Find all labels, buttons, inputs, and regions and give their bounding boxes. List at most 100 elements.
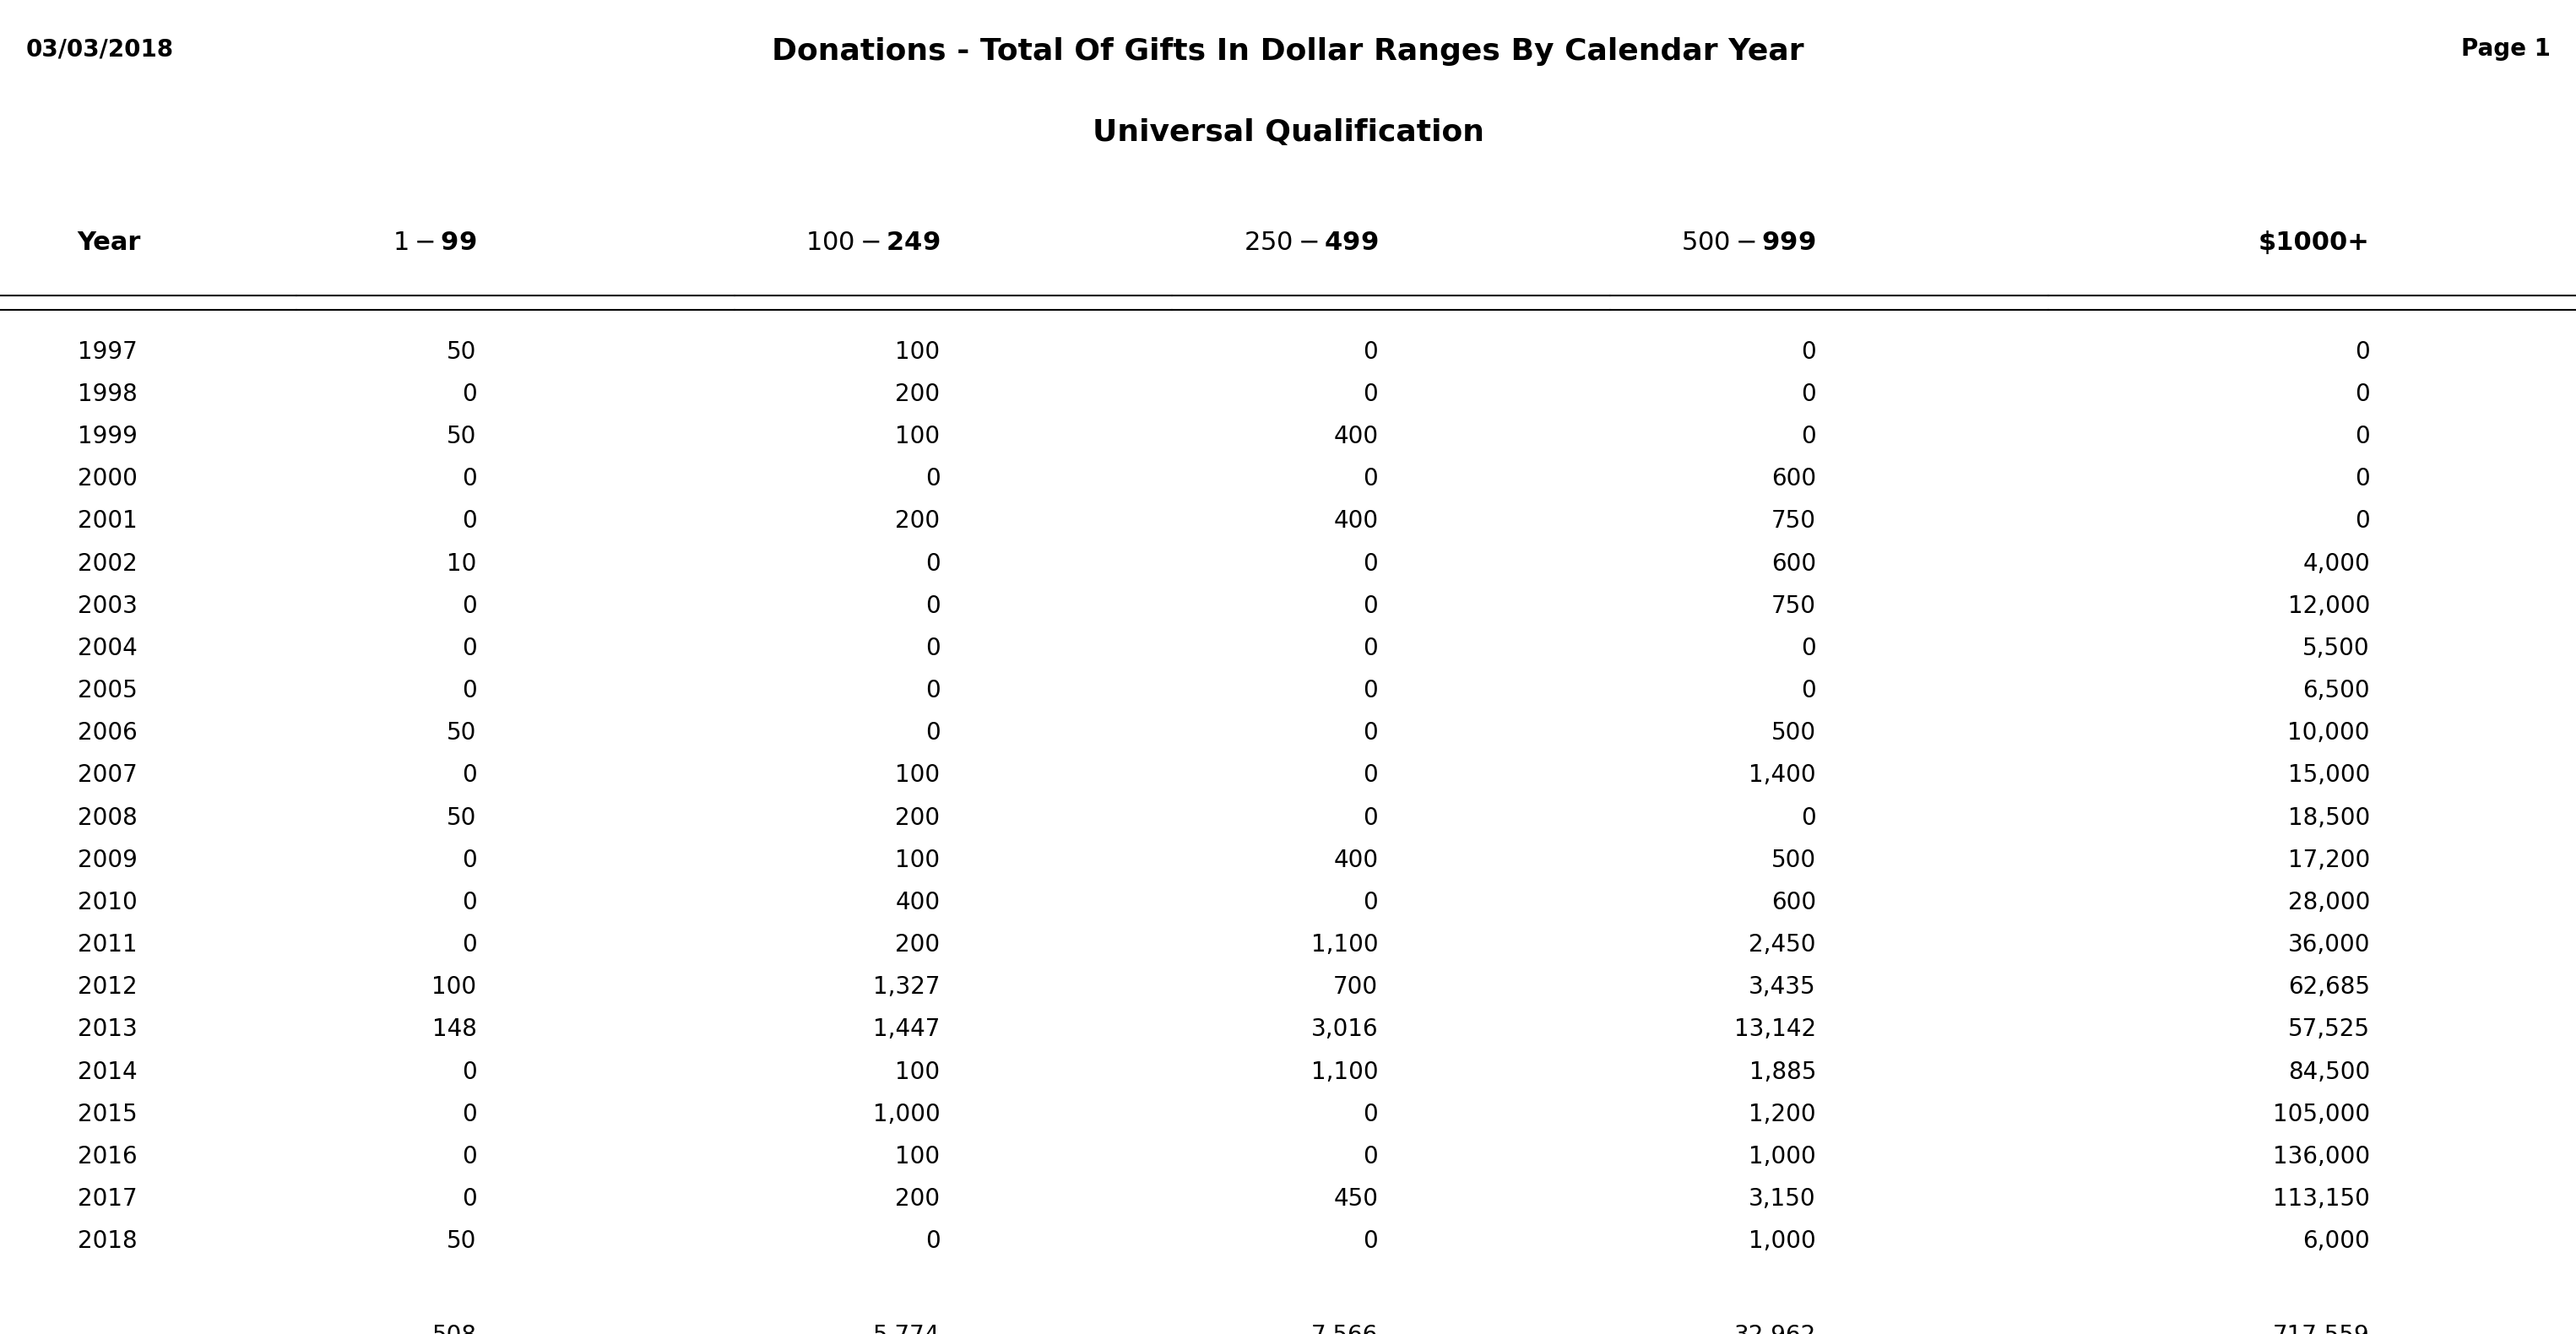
Text: 0: 0 <box>1801 383 1816 406</box>
Text: 1,200: 1,200 <box>1749 1102 1816 1126</box>
Text: 100: 100 <box>896 763 940 787</box>
Text: 0: 0 <box>925 467 940 491</box>
Text: 1,000: 1,000 <box>873 1102 940 1126</box>
Text: 2001: 2001 <box>77 510 137 534</box>
Text: 2012: 2012 <box>77 975 137 999</box>
Text: Donations - Total Of Gifts In Dollar Ranges By Calendar Year: Donations - Total Of Gifts In Dollar Ran… <box>773 37 1803 67</box>
Text: 2004: 2004 <box>77 636 137 660</box>
Text: 57,525: 57,525 <box>2287 1018 2370 1042</box>
Text: 700: 700 <box>1334 975 1378 999</box>
Text: 0: 0 <box>1363 552 1378 575</box>
Text: 0: 0 <box>461 467 477 491</box>
Text: 17,200: 17,200 <box>2287 848 2370 872</box>
Text: 200: 200 <box>896 383 940 406</box>
Text: 136,000: 136,000 <box>2272 1145 2370 1169</box>
Text: 2000: 2000 <box>77 467 137 491</box>
Text: 1998: 1998 <box>77 383 137 406</box>
Text: 0: 0 <box>1363 383 1378 406</box>
Text: $1000+: $1000+ <box>2259 231 2370 255</box>
Text: 1,100: 1,100 <box>1311 932 1378 956</box>
Text: 500: 500 <box>1772 722 1816 744</box>
Text: 400: 400 <box>1334 424 1378 448</box>
Text: 50: 50 <box>446 722 477 744</box>
Text: 2018: 2018 <box>77 1230 137 1253</box>
Text: 100: 100 <box>433 975 477 999</box>
Text: 10: 10 <box>446 552 477 575</box>
Text: $250 - $499: $250 - $499 <box>1244 231 1378 255</box>
Text: 0: 0 <box>1363 1145 1378 1169</box>
Text: 600: 600 <box>1772 467 1816 491</box>
Text: 200: 200 <box>896 806 940 830</box>
Text: 3,150: 3,150 <box>1749 1187 1816 1211</box>
Text: 0: 0 <box>1363 1102 1378 1126</box>
Text: 0: 0 <box>1801 679 1816 703</box>
Text: 0: 0 <box>461 763 477 787</box>
Text: 2011: 2011 <box>77 932 137 956</box>
Text: 2009: 2009 <box>77 848 137 872</box>
Text: 15,000: 15,000 <box>2287 763 2370 787</box>
Text: 50: 50 <box>446 806 477 830</box>
Text: 12,000: 12,000 <box>2287 594 2370 618</box>
Text: 1,100: 1,100 <box>1311 1061 1378 1083</box>
Text: 0: 0 <box>461 1102 477 1126</box>
Text: 0: 0 <box>461 383 477 406</box>
Text: 6,500: 6,500 <box>2303 679 2370 703</box>
Text: 0: 0 <box>2354 424 2370 448</box>
Text: 2006: 2006 <box>77 722 137 744</box>
Text: 0: 0 <box>461 636 477 660</box>
Text: 50: 50 <box>446 340 477 364</box>
Text: 4,000: 4,000 <box>2303 552 2370 575</box>
Text: 0: 0 <box>925 679 940 703</box>
Text: 18,500: 18,500 <box>2287 806 2370 830</box>
Text: 508: 508 <box>433 1325 477 1334</box>
Text: 0: 0 <box>925 636 940 660</box>
Text: 600: 600 <box>1772 552 1816 575</box>
Text: 500: 500 <box>1772 848 1816 872</box>
Text: 0: 0 <box>925 1230 940 1253</box>
Text: 1,447: 1,447 <box>873 1018 940 1042</box>
Text: 62,685: 62,685 <box>2287 975 2370 999</box>
Text: 0: 0 <box>1363 636 1378 660</box>
Text: 28,000: 28,000 <box>2287 891 2370 914</box>
Text: 10,000: 10,000 <box>2287 722 2370 744</box>
Text: 84,500: 84,500 <box>2287 1061 2370 1083</box>
Text: Page 1: Page 1 <box>2460 37 2550 61</box>
Text: Year: Year <box>77 231 142 255</box>
Text: 750: 750 <box>1772 594 1816 618</box>
Text: 2016: 2016 <box>77 1145 137 1169</box>
Text: 0: 0 <box>461 1187 477 1211</box>
Text: 200: 200 <box>896 932 940 956</box>
Text: 2008: 2008 <box>77 806 137 830</box>
Text: 100: 100 <box>896 340 940 364</box>
Text: 0: 0 <box>2354 340 2370 364</box>
Text: 0: 0 <box>1363 763 1378 787</box>
Text: 100: 100 <box>896 1145 940 1169</box>
Text: 2017: 2017 <box>77 1187 137 1211</box>
Text: 36,000: 36,000 <box>2287 932 2370 956</box>
Text: 1999: 1999 <box>77 424 137 448</box>
Text: 0: 0 <box>1363 806 1378 830</box>
Text: 0: 0 <box>461 679 477 703</box>
Text: 600: 600 <box>1772 891 1816 914</box>
Text: $1 - $99: $1 - $99 <box>392 231 477 255</box>
Text: 0: 0 <box>1363 722 1378 744</box>
Text: 0: 0 <box>461 848 477 872</box>
Text: 1997: 1997 <box>77 340 137 364</box>
Text: 100: 100 <box>896 424 940 448</box>
Text: 6,000: 6,000 <box>2303 1230 2370 1253</box>
Text: 1,000: 1,000 <box>1749 1145 1816 1169</box>
Text: 2005: 2005 <box>77 679 137 703</box>
Text: 400: 400 <box>1334 510 1378 534</box>
Text: 0: 0 <box>461 1145 477 1169</box>
Text: 2014: 2014 <box>77 1061 137 1083</box>
Text: 0: 0 <box>1363 340 1378 364</box>
Text: 0: 0 <box>1363 679 1378 703</box>
Text: 0: 0 <box>1363 1230 1378 1253</box>
Text: 0: 0 <box>925 722 940 744</box>
Text: 0: 0 <box>2354 510 2370 534</box>
Text: 2,450: 2,450 <box>1749 932 1816 956</box>
Text: 0: 0 <box>1363 467 1378 491</box>
Text: 200: 200 <box>896 1187 940 1211</box>
Text: 2002: 2002 <box>77 552 137 575</box>
Text: 400: 400 <box>896 891 940 914</box>
